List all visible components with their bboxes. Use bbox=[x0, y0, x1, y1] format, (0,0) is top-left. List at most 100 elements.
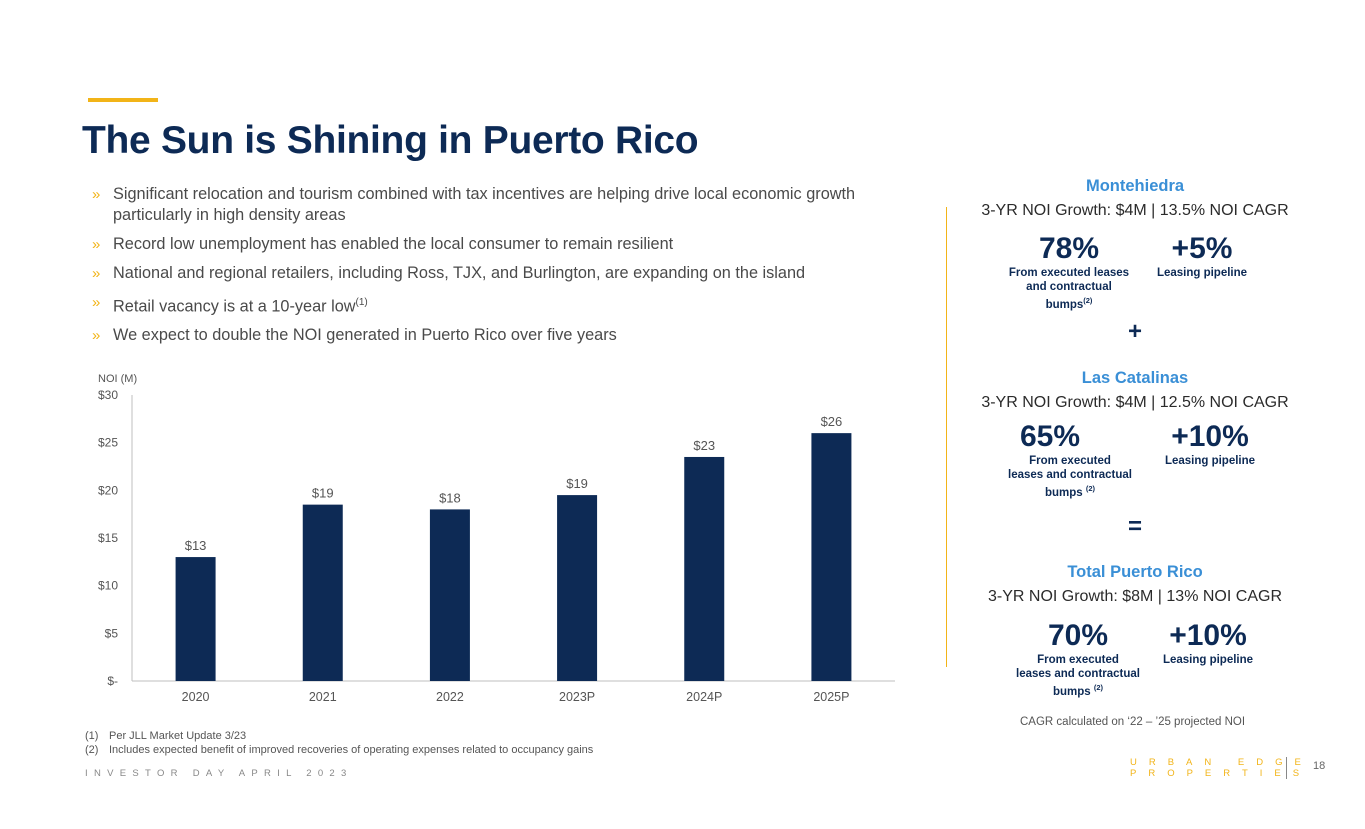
page-number: 18 bbox=[1313, 760, 1326, 772]
logo-line: URBAN EDGE bbox=[1130, 757, 1313, 768]
x-tick-label: 2021 bbox=[309, 690, 337, 704]
metric-label-line: From executed leases bbox=[1008, 267, 1130, 279]
y-tick-label: $15 bbox=[98, 531, 118, 545]
metric-leasing-pipeline: +5% Leasing pipeline bbox=[1150, 232, 1254, 281]
bullet-text: We expect to double the NOI generated in… bbox=[113, 326, 617, 345]
footnote-number: (2) bbox=[85, 744, 99, 756]
panel-total-puerto-rico: Total Puerto Rico 3-YR NOI Growth: $8M |… bbox=[960, 562, 1310, 607]
panel-montehiedra: Montehiedra 3-YR NOI Growth: $4M | 13.5%… bbox=[960, 176, 1310, 221]
noi-bar-chart: NOI (M) $- $5 $10 $15 $20 $25 $30 $13 2020 $19 2021… bbox=[98, 373, 895, 704]
metric-label: From executed leases and contractual bum… bbox=[1008, 267, 1130, 312]
metric-label: From executed leases and contractual bum… bbox=[1012, 654, 1144, 699]
metric-label-line: bumps (2) bbox=[1004, 482, 1136, 500]
bar-2023p bbox=[557, 495, 598, 681]
metric-leasing-pipeline: +10% Leasing pipeline bbox=[1160, 420, 1260, 469]
metric-label-line: leases and contractual bbox=[1016, 667, 1140, 680]
x-tick-label: 2022 bbox=[436, 690, 464, 704]
plus-operator: + bbox=[1127, 318, 1142, 345]
bullet-marker: » bbox=[92, 186, 101, 203]
metric-label: Leasing pipeline bbox=[1156, 267, 1248, 279]
logo-line: PROPERTIES bbox=[1130, 768, 1312, 779]
bar-value-label: $19 bbox=[566, 476, 588, 491]
panel-growth: 3-YR NOI Growth: $4M | 13.5% NOI CAGR bbox=[981, 202, 1289, 219]
y-tick-label: $10 bbox=[98, 579, 118, 593]
company-logo: URBAN EDGE PROPERTIES bbox=[1130, 757, 1313, 779]
y-tick-label: $30 bbox=[98, 388, 118, 402]
panel-growth: 3-YR NOI Growth: $4M | 12.5% NOI CAGR bbox=[981, 394, 1289, 411]
panel-las-catalinas: Las Catalinas 3-YR NOI Growth: $4M | 12.… bbox=[960, 368, 1310, 413]
footnote-text: Per JLL Market Update 3/23 bbox=[109, 730, 247, 742]
bar-2025p bbox=[811, 433, 852, 681]
metric-value: 65% bbox=[1019, 420, 1081, 453]
cagr-note: CAGR calculated on ‘22 – ’25 projected N… bbox=[1020, 716, 1246, 728]
bullet-text: Significant relocation and tourism combi… bbox=[113, 185, 856, 224]
metric-label-line: leases and contractual bbox=[1008, 468, 1132, 481]
bullet-item: » Record low unemployment has enabled the… bbox=[92, 234, 912, 255]
bar-2022 bbox=[429, 509, 470, 681]
bullet-marker: » bbox=[92, 236, 101, 253]
bar-2020 bbox=[175, 557, 216, 681]
footnote-ref: (1) bbox=[355, 297, 368, 308]
metric-label: Leasing pipeline bbox=[1162, 654, 1254, 666]
metric-label: Leasing pipeline bbox=[1164, 455, 1256, 467]
metric-label-text: bumps bbox=[1052, 685, 1094, 698]
x-tick-label: 2024P bbox=[686, 690, 722, 704]
metric-label-line: From executed bbox=[1029, 455, 1111, 467]
metric-leasing-pipeline: +10% Leasing pipeline bbox=[1158, 619, 1258, 668]
bullet-text: National and regional retailers, includi… bbox=[113, 264, 806, 282]
footnote-ref: (2) bbox=[1085, 484, 1096, 493]
x-tick-label: 2025P bbox=[813, 690, 849, 704]
y-tick-label: $- bbox=[107, 674, 118, 688]
bullet-item: » We expect to double the NOI generated i… bbox=[92, 325, 912, 346]
bar-value-label: $18 bbox=[439, 490, 461, 505]
metric-value: 70% bbox=[1047, 619, 1109, 652]
metric-value: 78% bbox=[1038, 232, 1100, 265]
bar-2021 bbox=[302, 504, 343, 681]
y-axis-title: NOI (M) bbox=[98, 373, 137, 385]
metric-label-line: From executed bbox=[1037, 654, 1119, 666]
bullet-list: » Significant relocation and tourism comb… bbox=[92, 184, 912, 354]
bullet-marker: » bbox=[92, 294, 101, 311]
footnote: (1) Per JLL Market Update 3/23 bbox=[85, 729, 593, 743]
footnote-ref: (2) bbox=[1093, 683, 1104, 692]
metric-executed-leases: 65% From executed leases and contractual… bbox=[1004, 420, 1136, 500]
metric-label: From executed leases and contractual bum… bbox=[1004, 455, 1136, 500]
metric-label-text: bumps bbox=[1045, 298, 1084, 311]
panel-name: Total Puerto Rico bbox=[1067, 563, 1203, 581]
x-tick-label: 2023P bbox=[559, 690, 595, 704]
y-tick-label: $20 bbox=[98, 483, 118, 497]
x-tick-label: 2020 bbox=[182, 690, 210, 704]
bar-value-label: $26 bbox=[821, 414, 843, 429]
bullet-text: Record low unemployment has enabled the … bbox=[113, 235, 674, 253]
metric-executed-leases: 78% From executed leases and contractual… bbox=[1008, 232, 1130, 312]
panel-divider bbox=[946, 207, 947, 667]
bar-value-label: $23 bbox=[693, 438, 715, 453]
panel-growth: 3-YR NOI Growth: $8M | 13% NOI CAGR bbox=[987, 588, 1282, 605]
bullet-item: » National and regional retailers, includ… bbox=[92, 263, 912, 284]
bullet-marker: » bbox=[92, 327, 101, 345]
panel-name: Las Catalinas bbox=[1081, 369, 1189, 387]
footnote-ref: (2) bbox=[1083, 296, 1093, 305]
metric-label-line: bumps(2) bbox=[1008, 294, 1130, 312]
footer-divider bbox=[1286, 757, 1287, 779]
metric-value: +10% bbox=[1169, 619, 1247, 652]
page-title: The Sun is Shining in Puerto Rico bbox=[82, 119, 699, 162]
metric-executed-leases: 70% From executed leases and contractual… bbox=[1012, 619, 1144, 699]
bullet-item: » Retail vacancy is at a 10-year low(1) bbox=[92, 292, 912, 317]
equals-operator: = bbox=[1127, 513, 1142, 540]
footer-event: INVESTOR DAY APRIL 2023 bbox=[85, 768, 353, 779]
footnote: (2) Includes expected benefit of improved… bbox=[85, 743, 593, 757]
footnote-text: Includes expected benefit of improved re… bbox=[109, 744, 594, 756]
metric-label-line: bumps (2) bbox=[1012, 681, 1144, 699]
y-tick-label: $5 bbox=[105, 626, 119, 640]
metric-value: +5% bbox=[1171, 232, 1233, 265]
footnote-number: (1) bbox=[85, 730, 99, 742]
panel-name: Montehiedra bbox=[1085, 177, 1185, 195]
metric-label-line: and contractual bbox=[1026, 280, 1112, 293]
bullet-item: » Significant relocation and tourism comb… bbox=[92, 184, 912, 226]
bar-value-label: $13 bbox=[185, 538, 207, 553]
metric-label-text: bumps bbox=[1044, 486, 1086, 499]
bullet-marker: » bbox=[92, 265, 101, 282]
bar-2024p bbox=[684, 456, 725, 681]
title-accent-bar bbox=[88, 98, 158, 102]
